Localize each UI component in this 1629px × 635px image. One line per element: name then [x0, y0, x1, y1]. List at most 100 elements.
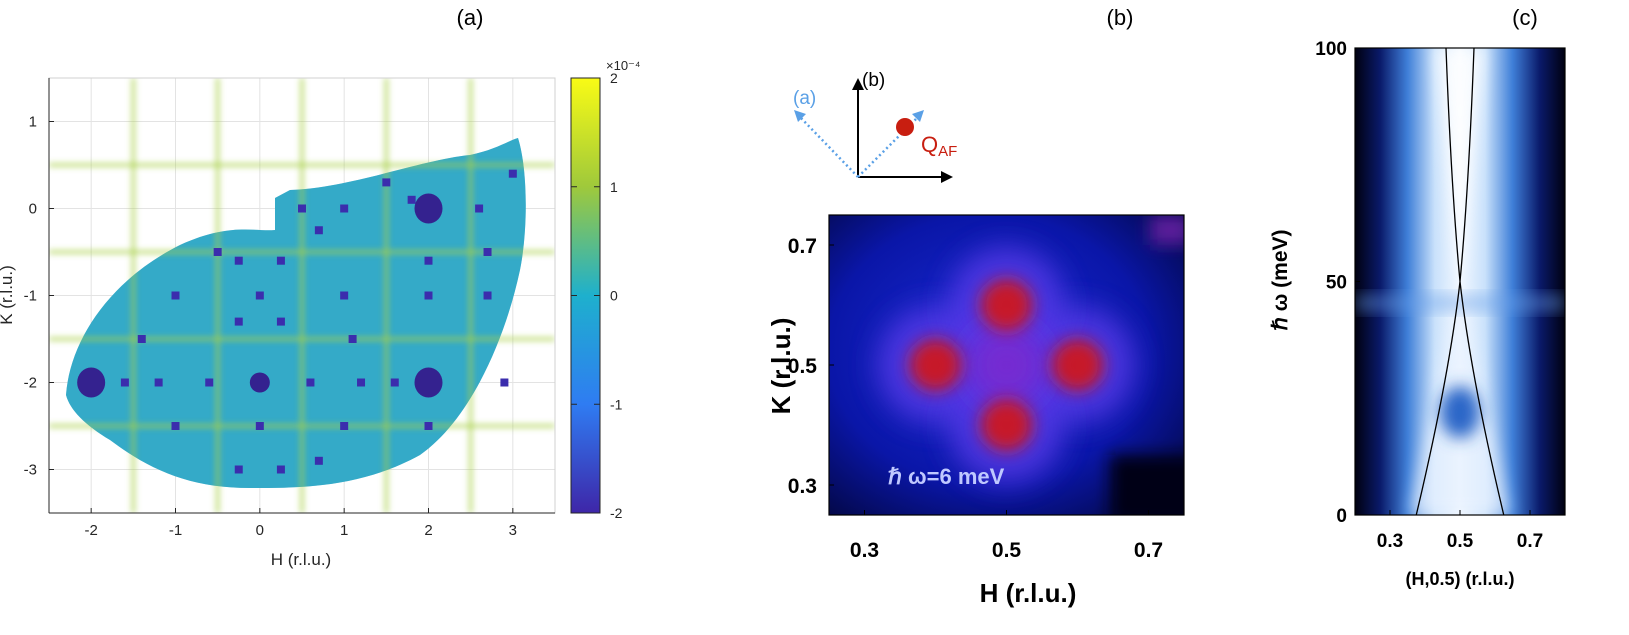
- panel-a-small-spot: [314, 226, 323, 235]
- inset-q-arrowhead: [912, 110, 924, 122]
- panel-a-xtick-label: 0: [256, 522, 264, 539]
- panel-b-ytick-label: 0.7: [788, 235, 817, 258]
- panel-a-small-spot: [234, 256, 243, 265]
- panel-c-xtick-label: 0.7: [1517, 531, 1543, 552]
- panel-a-ytick-label: 0: [29, 201, 37, 218]
- panel-a-small-spot: [483, 248, 492, 256]
- panel-a-small-spot: [171, 422, 180, 430]
- colorbar-tick-label: 0: [610, 288, 618, 304]
- panel-b-corner-purple: [1150, 215, 1184, 245]
- panel-a-small-spot: [340, 291, 349, 300]
- panel-a-xlabel: H (r.l.u.): [271, 550, 331, 569]
- panel-a-small-spot: [475, 204, 484, 213]
- panel-a-large-spot: [414, 367, 443, 398]
- panel-a-small-spot: [424, 291, 433, 300]
- panel-b-ytick-label: 0.5: [788, 355, 818, 378]
- panel-a-small-spot: [276, 465, 285, 474]
- panel-a-ytick-label: 1: [29, 114, 37, 131]
- colorbar-tick-label: -2: [610, 505, 623, 521]
- panel-a-xtick-label: 3: [509, 522, 517, 539]
- inset-q-subscript: AF: [938, 143, 957, 160]
- panel-a-xtick-label: 2: [424, 522, 432, 539]
- panel-b-peak: [980, 399, 1033, 451]
- panel-a-colorbar-ticks: 2 1 0 -1 -2: [571, 70, 623, 521]
- panel-a-ticks: -2 -1 0 1 2 3 1 0 -1 -2 -3: [24, 114, 517, 540]
- panel-a-small-spot: [508, 169, 517, 178]
- panel-b-annotation: ℏ ω=6 meV: [888, 464, 1005, 489]
- panel-a-small-spot: [234, 317, 243, 326]
- panel-a-label: (a): [457, 5, 484, 30]
- panel-a-small-spot: [213, 248, 222, 256]
- panel-b-peaks: [877, 247, 1136, 483]
- panel-a-ytick-label: -3: [24, 462, 37, 479]
- panel-a-small-spot: [298, 204, 306, 213]
- panel-a-small-spot: [306, 378, 315, 387]
- panel-a-small-spot: [424, 256, 433, 265]
- panel-a-xtick-label: 1: [340, 522, 348, 539]
- inset-h-arrowhead: [941, 171, 953, 183]
- panel-c-xtick-label: 0.5: [1447, 531, 1474, 552]
- panel-a-small-spot: [382, 178, 391, 187]
- panel-c-xlabel: (H,0.5) (r.l.u.): [1405, 569, 1514, 589]
- inset-q-text: Q: [921, 132, 938, 157]
- panel-a-ylabel: K (r.l.u.): [0, 265, 16, 325]
- panel-a: -2 -1 0 1 2 3 1 0 -1 -2 -3 H (r.l.u.) K (r.l.u.) (…: [0, 5, 641, 569]
- panel-b-xtick-label: 0.5: [992, 539, 1022, 562]
- panel-a-small-spot: [137, 335, 146, 343]
- panel-a-small-spot: [340, 204, 349, 213]
- panel-a-small-spot: [348, 335, 357, 343]
- panel-a-small-spot: [314, 456, 323, 465]
- inset-b-arrowhead: [852, 78, 864, 90]
- panel-b-corner-dark: [1110, 455, 1184, 515]
- panel-b-ylabel: K (r.l.u.): [766, 318, 796, 415]
- panel-c-band: [1355, 296, 1565, 310]
- colorbar-tick-label: 1: [610, 179, 618, 195]
- panel-b-xtick-label: 0.7: [1134, 539, 1163, 562]
- panel-a-data-texture: [66, 138, 526, 488]
- panel-a-large-spot: [249, 372, 270, 393]
- panel-c-dispersion: [1415, 48, 1505, 515]
- inset-a-vector: [799, 116, 859, 178]
- panel-c-intensity-blob: [1440, 386, 1480, 439]
- panel-a-colorbar-exponent: ×10⁻⁴: [606, 58, 641, 73]
- panel-a-small-spot: [171, 291, 180, 300]
- panel-c-ytick-label: 0: [1336, 506, 1347, 527]
- panel-c: (c) 0.3 0.5 0.7 100 50 0 (H,0.5) (r.l.u.) ℏ ω…: [1269, 5, 1566, 589]
- panel-b: (b) (a) (b) QAF 0.3 0.5 0.7 0.7 0.5 0.3 ℏ ω=6…: [766, 5, 1185, 608]
- colorbar-tick-label: 2: [610, 70, 618, 86]
- panel-a-small-spot: [255, 422, 264, 430]
- panel-c-ylabel: ℏ ω (meV): [1269, 229, 1292, 330]
- panel-a-ridge-lines: [49, 78, 555, 513]
- panel-a-small-spot: [154, 378, 163, 387]
- panel-a-small-spot: [407, 195, 416, 204]
- panel-c-xtick-label: 0.3: [1377, 531, 1403, 552]
- panel-b-label: (b): [1107, 5, 1134, 30]
- panel-b-xtick-label: 0.3: [850, 539, 879, 562]
- panel-a-large-spot: [414, 193, 443, 224]
- panel-b-inset: (a) (b) QAF: [793, 70, 957, 183]
- panel-c-ticks: 0.3 0.5 0.7 100 50 0: [1315, 39, 1543, 552]
- panel-a-large-spot: [77, 367, 106, 398]
- panel-a-data-region: [66, 138, 526, 488]
- colorbar-tick-label: -1: [610, 396, 623, 412]
- panel-b-peak: [980, 279, 1033, 331]
- panel-b-peak: [1051, 339, 1104, 391]
- inset-b-label: (b): [862, 70, 885, 91]
- panel-b-center-glow: [966, 325, 1047, 405]
- panel-b-ticks: 0.3 0.5 0.7 0.7 0.5 0.3: [788, 235, 1163, 562]
- panel-a-small-spot: [255, 291, 264, 300]
- panel-a-small-spot: [483, 291, 492, 300]
- panel-a-xtick-label: -2: [84, 522, 97, 539]
- panel-a-small-spot: [120, 378, 129, 387]
- panel-c-ytick-label: 50: [1326, 273, 1347, 294]
- inset-qaf-label: QAF: [921, 132, 957, 160]
- panel-a-ytick-label: -1: [24, 288, 37, 305]
- panel-b-ytick-label: 0.3: [788, 475, 817, 498]
- inset-a-arrowhead: [794, 110, 806, 122]
- panel-a-small-spot: [424, 422, 433, 430]
- panel-c-ytick-label: 100: [1315, 39, 1347, 60]
- panel-a-xtick-label: -1: [169, 522, 182, 539]
- panel-b-xlabel: H (r.l.u.): [980, 578, 1077, 608]
- panel-a-spots: [77, 169, 517, 474]
